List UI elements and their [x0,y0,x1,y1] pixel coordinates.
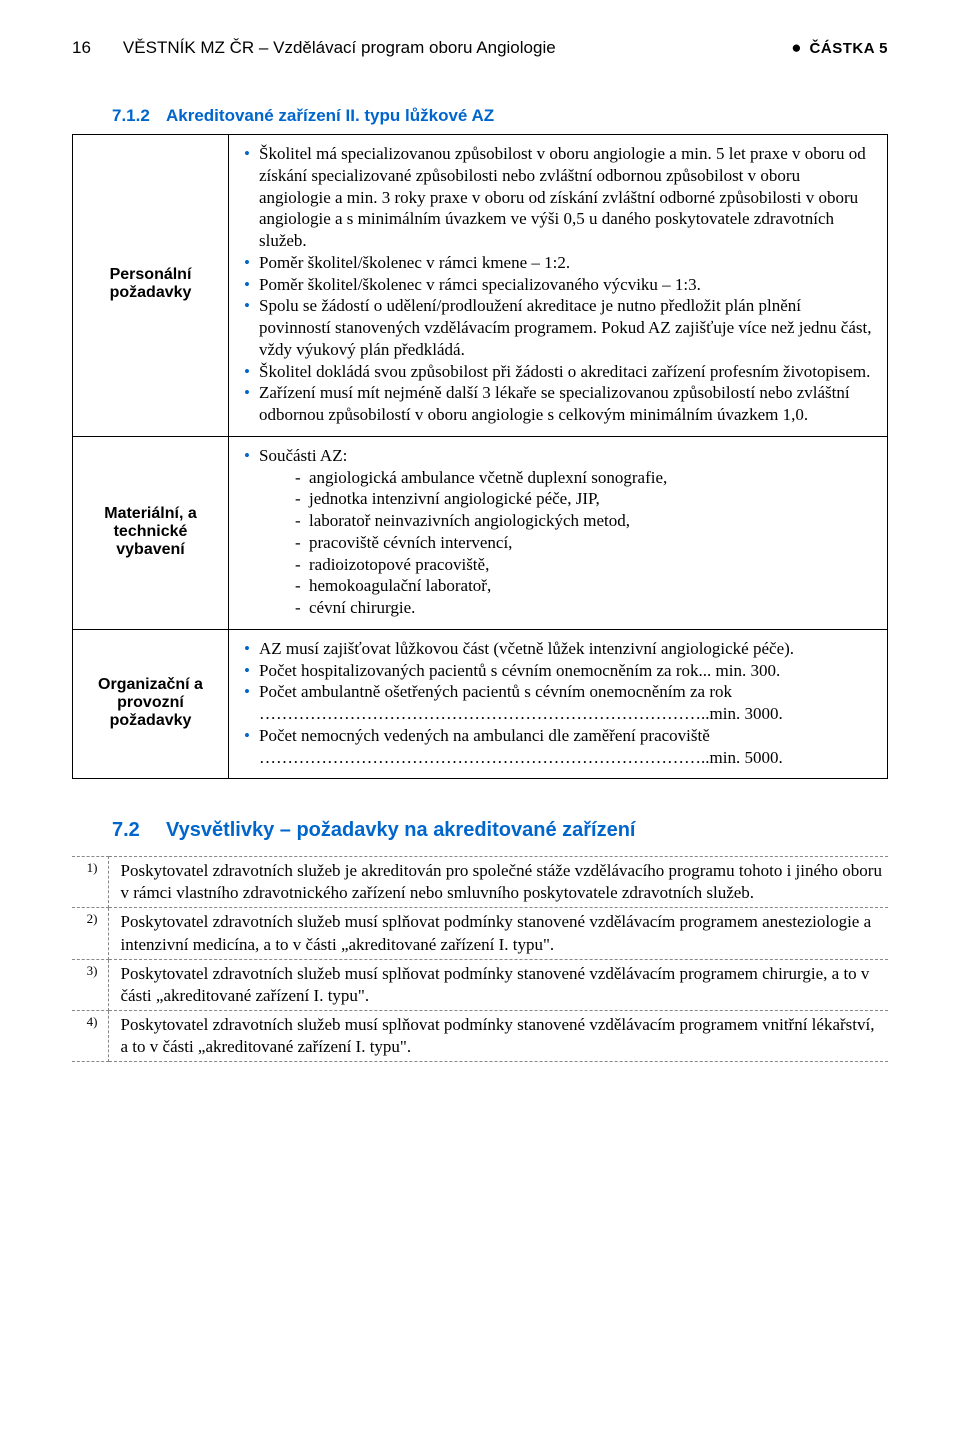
note-number: 2) [72,908,108,959]
list-item: radioizotopové pracoviště, [295,554,875,576]
list-item: Spolu se žádostí o udělení/prodloužení a… [241,295,875,360]
note-number: 1) [72,857,108,908]
list-item: Poměr školitel/školenec v rámci speciali… [241,274,875,296]
section-text: Akreditované zařízení II. typu lůžkové A… [166,106,494,125]
list-item: laboratoř neinvazivních angiologických m… [295,510,875,532]
list-item: Počet hospitalizovaných pacientů s cévní… [241,660,875,682]
row-label-material: Materiální, a technické vybavení [73,436,229,629]
footnotes-table: 1) Poskytovatel zdravotních služeb je ak… [72,856,888,1062]
bullet-list: Součásti AZ: angiologická ambulance včet… [241,445,875,619]
bullet-list: AZ musí zajišťovat lůžkovou část (včetně… [241,638,875,769]
note-text: Poskytovatel zdravotních služeb musí spl… [108,908,888,959]
list-item: hemokoagulační laboratoř, [295,575,875,597]
row-content-personal: Školitel má specializovanou způsobilost … [229,135,888,437]
table-row: 3) Poskytovatel zdravotních služeb musí … [72,959,888,1010]
document-page: 16 VĚSTNÍK MZ ČR – Vzdělávací program ob… [0,0,960,1112]
table-row: Personální požadavky Školitel má special… [73,135,888,437]
dash-list: angiologická ambulance včetně duplexní s… [259,467,875,619]
requirements-table: Personální požadavky Školitel má special… [72,134,888,779]
page-number: 16 [72,38,91,58]
note-text: Poskytovatel zdravotních služeb musí spl… [108,959,888,1010]
page-header: 16 VĚSTNÍK MZ ČR – Vzdělávací program ob… [72,38,888,58]
bullet-list: Školitel má specializovanou způsobilost … [241,143,875,426]
list-item: Školitel dokládá svou způsobilost při žá… [241,361,875,383]
row-content-material: Součásti AZ: angiologická ambulance včet… [229,436,888,629]
section-number: 7.2 [112,819,166,842]
list-item: Počet nemocných vedených na ambulanci dl… [241,725,875,769]
list-item: Zařízení musí mít nejméně další 3 lékaře… [241,382,875,426]
header-title: VĚSTNÍK MZ ČR – Vzdělávací program oboru… [123,38,783,58]
row-label-personal: Personální požadavky [73,135,229,437]
table-row: 1) Poskytovatel zdravotních služeb je ak… [72,857,888,908]
table-row: Materiální, a technické vybavení Součást… [73,436,888,629]
note-text: Poskytovatel zdravotních služeb je akred… [108,857,888,908]
row-label-org: Organizační a provozní požadavky [73,629,229,779]
header-separator-icon: ● [791,38,801,58]
header-part: ČÁSTKA 5 [810,40,888,57]
list-item: jednotka intenzivní angiologické péče, J… [295,488,875,510]
table-row: Organizační a provozní požadavky AZ musí… [73,629,888,779]
section-7-2-title: 7.2Vysvětlivky – požadavky na akreditova… [112,819,888,842]
section-text: Vysvětlivky – požadavky na akreditované … [166,819,636,841]
list-item: angiologická ambulance včetně duplexní s… [295,467,875,489]
intro-text: Součásti AZ: [259,446,347,465]
section-number: 7.1.2 [112,106,166,126]
list-item: cévní chirurgie. [295,597,875,619]
section-7-1-2-title: 7.1.2Akreditované zařízení II. typu lůžk… [112,106,888,126]
table-row: 2) Poskytovatel zdravotních služeb musí … [72,908,888,959]
list-item: pracoviště cévních intervencí, [295,532,875,554]
note-text: Poskytovatel zdravotních služeb musí spl… [108,1010,888,1061]
note-number: 4) [72,1010,108,1061]
list-item: Školitel má specializovanou způsobilost … [241,143,875,252]
table-row: 4) Poskytovatel zdravotních služeb musí … [72,1010,888,1061]
list-item: Součásti AZ: angiologická ambulance včet… [241,445,875,619]
note-number: 3) [72,959,108,1010]
list-item: AZ musí zajišťovat lůžkovou část (včetně… [241,638,875,660]
row-content-org: AZ musí zajišťovat lůžkovou část (včetně… [229,629,888,779]
list-item: Počet ambulantně ošetřených pacientů s c… [241,681,875,725]
list-item: Poměr školitel/školenec v rámci kmene – … [241,252,875,274]
